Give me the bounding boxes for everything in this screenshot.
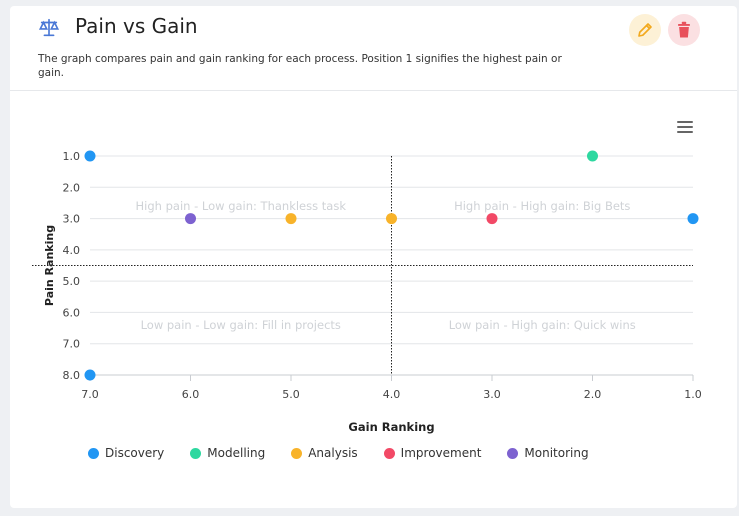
chart-description: The graph compares pain and gain ranking… [38, 53, 562, 79]
card-header: Pain vs Gain The graph compares pain and… [10, 6, 737, 91]
hamburger-menu-icon[interactable] [677, 121, 693, 133]
data-point-improvement [486, 213, 498, 225]
scatter-chart: 1.02.03.04.05.06.07.08.07.0 6.0 5.0 4.0 3.0 2… [32, 150, 702, 434]
legend-marker [507, 447, 519, 459]
balance-scale-icon [38, 18, 60, 37]
chart-legend: Discovery Modelling Analysis Improvement Mon… [88, 446, 615, 460]
legend-marker [291, 447, 303, 459]
data-point-monitoring [185, 213, 196, 225]
page-title: Pain vs Gain [75, 14, 198, 38]
legend-marker [383, 447, 395, 459]
quadrant-label: High pain - Low gain: Thankless task [136, 199, 347, 213]
y-tick-label: 2.0 [63, 181, 81, 194]
legend-marker [88, 447, 99, 459]
legend-item-analysis[interactable]: Analysis [291, 446, 358, 460]
y-tick-label: 3.0 [63, 213, 81, 226]
y-tick-label: 5.0 [63, 275, 81, 288]
x-tick-label: 5.0 [282, 388, 300, 401]
data-point-analysis [386, 213, 397, 225]
y-tick-label: 8.0 [63, 369, 81, 382]
chart-card: Pain vs Gain The graph compares pain and… [10, 6, 737, 508]
y-tick-label: 6.0 [63, 306, 81, 319]
data-point-modelling [587, 150, 598, 162]
data-point-discovery [84, 150, 96, 162]
pencil-icon [638, 23, 652, 37]
x-axis-title: Gain Ranking [348, 420, 434, 434]
x-tick-label: 3.0 [483, 388, 501, 401]
trash-icon [678, 21, 690, 38]
legend-item-improvement[interactable]: Improvement [383, 446, 482, 460]
legend-label: Modelling [207, 446, 266, 460]
quadrant-label: Low pain - High gain: Quick wins [449, 318, 636, 332]
legend-label: Discovery [105, 446, 165, 460]
legend-label: Improvement [400, 446, 482, 460]
data-point-analysis [285, 213, 297, 225]
legend-item-modelling[interactable]: Modelling [190, 446, 265, 460]
data-point-discovery [687, 213, 699, 225]
quadrant-label: High pain - High gain: Big Bets [454, 199, 630, 213]
x-tick-label: 6.0 [182, 388, 200, 401]
data-point-discovery [84, 369, 96, 381]
delete-button[interactable] [668, 14, 700, 46]
x-tick-label: 2.0 [584, 388, 602, 401]
edit-button[interactable] [629, 14, 661, 46]
legend-marker [190, 447, 202, 459]
quadrant-label: Low pain - Low gain: Fill in projects [141, 318, 341, 332]
x-tick-label: 4.0 [383, 388, 401, 401]
y-tick-label: 7.0 [63, 338, 81, 351]
y-tick-label: 4.0 [63, 244, 81, 257]
x-tick-label: 7.0 [81, 388, 99, 401]
legend-item-discovery[interactable]: Discovery [88, 446, 164, 460]
legend-label: Analysis [308, 446, 358, 460]
legend-label: Monitoring [524, 446, 589, 460]
x-tick-label: 1.0 [684, 388, 702, 401]
legend-item-monitoring[interactable]: Monitoring [507, 446, 589, 460]
y-axis-title: Pain Ranking [43, 225, 56, 306]
y-tick-label: 1.0 [63, 150, 81, 163]
